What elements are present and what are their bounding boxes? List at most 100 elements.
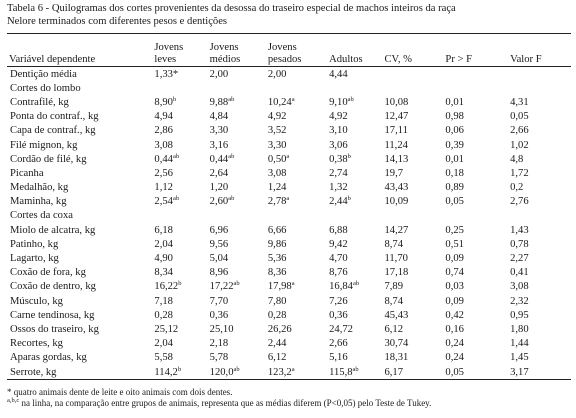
row-label: Contrafilé, kg: [10, 96, 69, 108]
table-row: Carne tendinosa, kg 0,28 0,36 0,28 0,36 45,43…: [7, 308, 571, 322]
value-cell: 2,54ab: [152, 195, 207, 209]
cell-value: 4,92: [329, 111, 348, 123]
cell-value: 6,66: [267, 224, 287, 236]
cell-value: 1,12: [154, 182, 173, 194]
value-cell: 5,78: [208, 351, 266, 365]
header-valor-f: Valor F: [508, 33, 571, 67]
table-row: Músculo, kg 7,18 7,70 7,80 7,26 8,74 0,09 2,32: [7, 294, 571, 308]
table-body: Dentição média 1,33* 2,00 2,00 4,44 Cortes do…: [7, 67, 571, 380]
pr-cell: 0,74: [445, 267, 464, 279]
pr-cell: 0,05: [445, 366, 464, 378]
row-label: Ponta do contraf., kg: [10, 111, 99, 123]
table-row: Lagarto, kg 4,90 5,04 5,36 4,70 11,70 0,09 2,27: [7, 251, 571, 265]
cell-significance-letter: b: [177, 365, 182, 373]
cv-cell: 8,74: [384, 295, 404, 307]
footnote-1: * quatro animais dente de leite e oito a…: [7, 387, 233, 397]
cell-value: 3,16: [209, 139, 229, 151]
value-cell: 0,38b: [327, 152, 382, 166]
cell-value: 0,50: [267, 153, 287, 165]
cv-cell: 14,13: [384, 153, 409, 165]
value-cell: 1,20: [208, 181, 266, 195]
cell-value: 8,34: [154, 267, 173, 279]
cell-value: 16,84: [329, 281, 353, 293]
header-jovens-pesados: Jovens pesados: [265, 33, 328, 67]
f-value-cell: 2,27: [510, 253, 529, 265]
value-cell: 7,70: [208, 294, 266, 308]
cell-value: 0,44: [154, 153, 173, 165]
cell-value: 1,33*: [154, 68, 179, 80]
cv-cell: 45,43: [384, 309, 409, 321]
value-cell: 3,30: [266, 138, 327, 152]
cell-value: 25,12: [154, 323, 179, 335]
cell-value: 25,10: [209, 323, 234, 335]
cell-value: 5,16: [329, 352, 348, 364]
cell-value: 9,86: [267, 238, 287, 250]
value-cell: 4,92: [327, 110, 382, 124]
pr-cell: 0,01: [445, 153, 464, 165]
cell-value: 0,36: [329, 309, 348, 321]
cell-value: 8,76: [329, 267, 348, 279]
cell-value: 0,36: [209, 309, 229, 321]
f-value-cell: 1,02: [510, 139, 529, 151]
f-value-cell: 4,31: [510, 96, 529, 108]
header-jovens-leves: Jovens leves: [152, 33, 208, 67]
section-row: Cortes da coxa: [7, 209, 571, 223]
value-cell: 6,18: [152, 223, 207, 237]
value-cell: 5,36: [266, 251, 327, 265]
cell-value: 4,44: [329, 68, 348, 80]
cv-cell: 8,74: [384, 238, 404, 250]
value-cell: 123,2a: [266, 365, 327, 380]
value-cell: 9,10ab: [327, 95, 382, 109]
pr-cell: 0,09: [445, 253, 464, 265]
cell-value: 8,96: [209, 267, 229, 279]
cv-cell: 7,89: [384, 281, 404, 293]
value-cell: 9,86: [266, 237, 327, 251]
f-value-cell: 2,32: [510, 295, 529, 307]
value-cell: 120,0ab: [208, 365, 266, 380]
header-variable: Variável dependente: [7, 33, 153, 67]
table-row: Patinho, kg 2,04 9,56 9,86 9,42 8,74 0,51 0,78: [7, 237, 571, 251]
pr-cell: [443, 209, 508, 223]
table-row: Dentição média 1,33* 2,00 2,00 4,44: [7, 67, 571, 82]
table-row: Coxão de fora, kg 8,34 8,96 8,36 8,76 17,18 0,…: [7, 266, 571, 280]
value-cell: 2,86: [152, 124, 207, 138]
value-cell: 0,28: [152, 308, 207, 322]
cv-cell: 12,47: [384, 111, 409, 123]
value-cell: 25,12: [152, 322, 207, 336]
cell-significance-letter: ab: [172, 195, 180, 203]
value-cell: 0,44ab: [208, 152, 266, 166]
header-jovens-medios-l1: Jovens: [209, 42, 239, 53]
f-value-cell: 1,72: [510, 167, 529, 179]
cell-value: 10,24: [267, 96, 292, 108]
value-cell: 2,60ab: [208, 195, 266, 209]
cell-significance-letter: a: [286, 152, 290, 160]
value-cell: [266, 209, 327, 223]
value-cell: 6,12: [266, 351, 327, 365]
cell-value: 6,18: [154, 224, 173, 236]
value-cell: 7,80: [266, 294, 327, 308]
value-cell: 1,32: [327, 181, 382, 195]
cell-value: 5,78: [209, 352, 229, 364]
value-cell: 7,18: [152, 294, 207, 308]
cell-significance-letter: ab: [347, 95, 354, 103]
footnotes: * quatro animais dente de leite e oito a…: [7, 387, 431, 409]
cell-value: 3,08: [267, 167, 287, 179]
cell-significance-letter: a: [291, 95, 295, 103]
table-row: Aparas gordas, kg 5,58 5,78 6,12 5,16 18,31 0,…: [7, 351, 571, 365]
pr-cell: [443, 67, 508, 82]
header-jovens-leves-l2: leves: [154, 54, 177, 65]
value-cell: 3,08: [266, 166, 327, 180]
value-cell: [208, 209, 266, 223]
value-cell: 3,52: [266, 124, 327, 138]
cell-value: 5,36: [267, 253, 287, 265]
table-row: Maminha, kg 2,54ab 2,60ab 2,78a 2,44b 10,09 0,…: [7, 195, 571, 209]
header-adultos: Adultos: [327, 33, 383, 67]
footnote-2-superscript: a,b,c: [7, 397, 20, 404]
cv-cell: 6,12: [384, 323, 404, 335]
caption-line-1: Tabela 6 - Quilogramas dos cortes proven…: [7, 3, 456, 14]
value-cell: 115,8ab: [327, 365, 382, 380]
cell-value: 0,44: [209, 153, 229, 165]
cell-value: 2,54: [154, 196, 173, 208]
f-value-cell: 1,45: [510, 352, 529, 364]
cell-value: 4,70: [329, 253, 348, 265]
